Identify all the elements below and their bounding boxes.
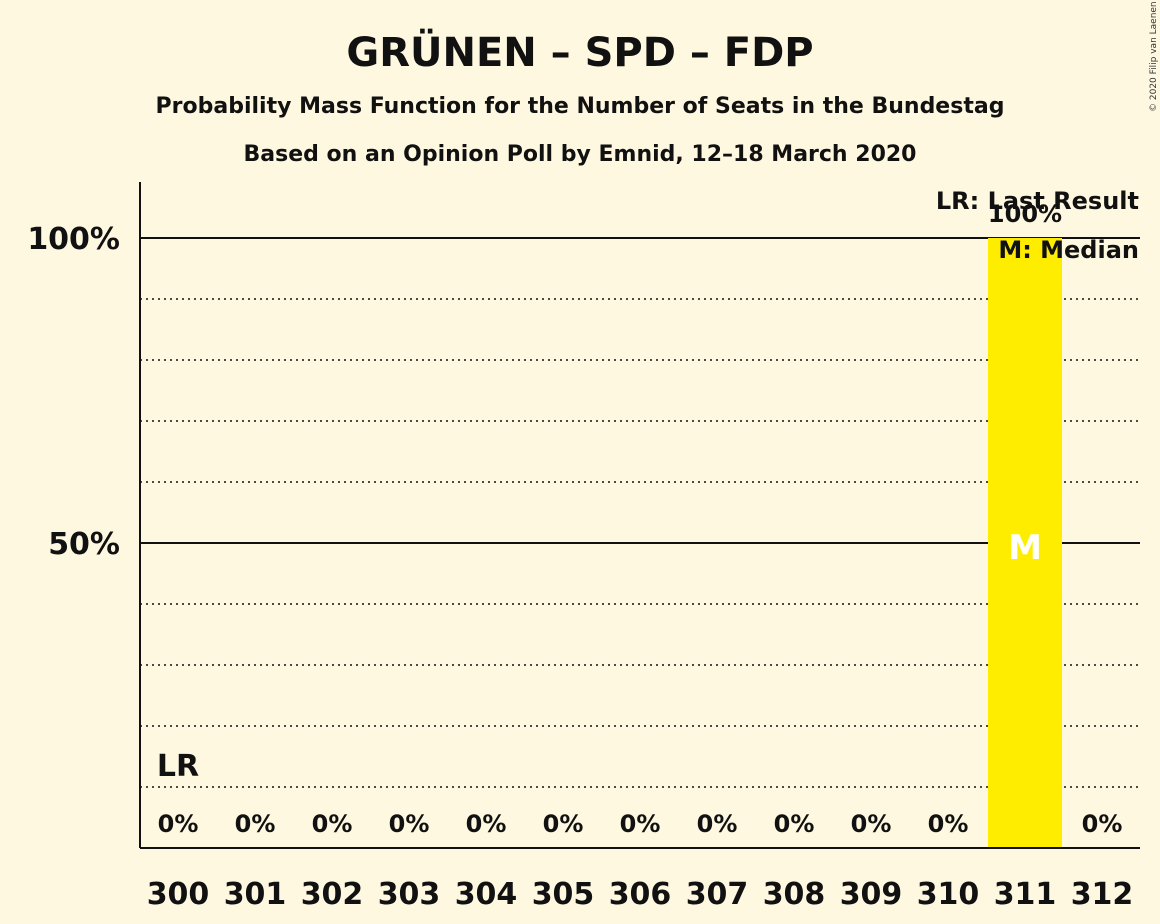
value-label: 0% [158,810,199,838]
x-tick-label: 301 [224,877,287,912]
value-labels: 0% 0% 0% 0% 0% 0% 0% 0% 0% 0% 0% 100% 0% [158,200,1123,838]
value-label: 0% [389,810,430,838]
value-label: 0% [620,810,661,838]
x-tick-label: 306 [609,877,672,912]
bars [988,238,1062,848]
x-tick-label: 308 [763,877,826,912]
x-tick-label: 309 [840,877,903,912]
copyright-text: © 2020 Filip van Laenen [1149,1,1159,112]
x-tick-label: 307 [686,877,749,912]
x-tick-label: 312 [1071,877,1134,912]
value-label: 0% [543,810,584,838]
value-label: 0% [851,810,892,838]
value-label: 0% [1082,810,1123,838]
x-tick-label: 311 [994,877,1057,912]
legend-median: M: Median [998,236,1139,264]
value-label: 0% [466,810,507,838]
y-tick-label: 100% [27,222,120,257]
last-result-marker: LR [157,749,199,784]
value-label: 100% [988,200,1062,228]
x-tick-label: 310 [917,877,980,912]
value-label: 0% [235,810,276,838]
gridlines [140,237,1140,788]
chart-subtitle: Probability Mass Function for the Number… [156,94,1005,119]
x-tick-label: 300 [147,877,210,912]
x-tick-label: 304 [455,877,518,912]
y-tick-labels: 50% 100% [27,222,120,562]
x-tick-label: 303 [378,877,441,912]
x-tick-label: 305 [532,877,595,912]
value-label: 0% [928,810,969,838]
y-tick-label: 50% [48,527,120,562]
x-tick-labels: 300 301 302 303 304 305 306 307 308 309 310 311 312 [147,877,1134,912]
bar [988,238,1062,848]
value-label: 0% [774,810,815,838]
median-marker: M [1008,528,1042,568]
chart-subtitle-poll: Based on an Opinion Poll by Emnid, 12–18… [244,142,917,167]
value-label: 0% [697,810,738,838]
x-tick-label: 302 [301,877,364,912]
value-label: 0% [312,810,353,838]
markers: LR M [157,528,1042,784]
chart-title: GRÜNEN – SPD – FDP [346,28,813,76]
legend-last-result: LR: Last Result [936,187,1139,215]
